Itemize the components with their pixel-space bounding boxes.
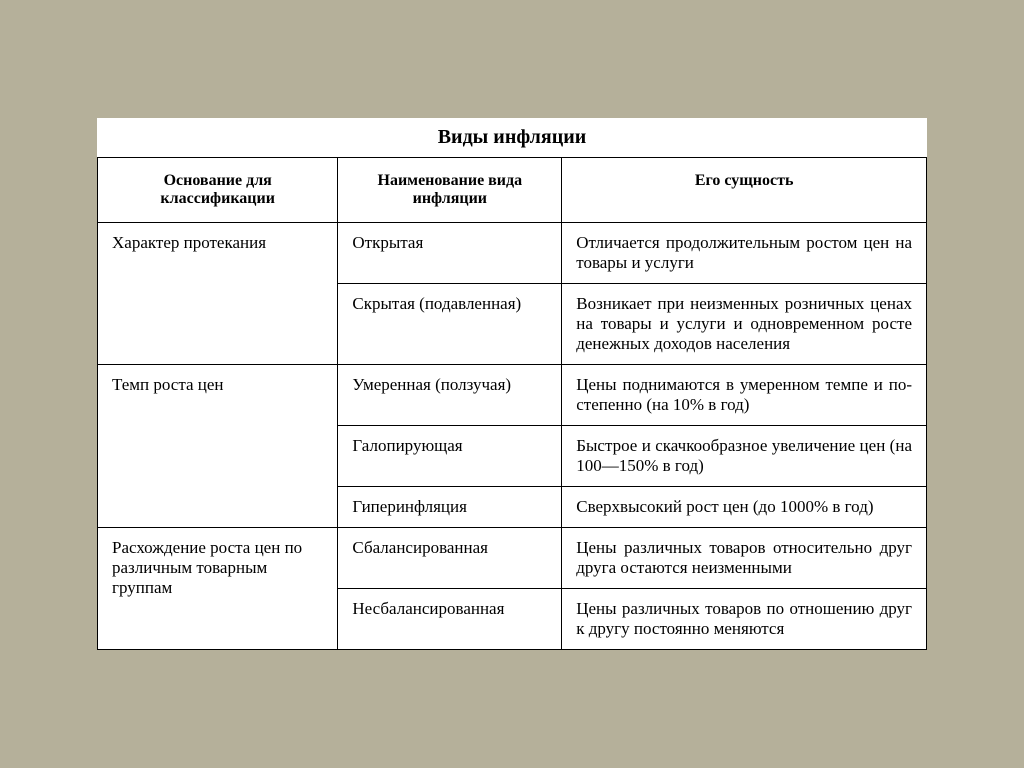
table-row: Темп роста цен Умеренная (ползучая) Цены… [98, 365, 927, 426]
cell-basis: Расхождение роста цен по различным товар… [98, 528, 338, 650]
cell-name: Несбаланси­рованная [338, 589, 562, 650]
table-header-row: Основание для классификации Наименование… [98, 158, 927, 223]
cell-essence: Цены различных това­ров относительно дру… [562, 528, 927, 589]
document-page: Виды инфляции Основание для классификаци… [97, 118, 927, 650]
cell-name: Сбалансиро­ванная [338, 528, 562, 589]
cell-name: Галопирующая [338, 426, 562, 487]
cell-basis: Темп роста цен [98, 365, 338, 528]
cell-essence: Цены поднимаются в умеренном темпе и по­… [562, 365, 927, 426]
cell-name: Гиперинфляция [338, 487, 562, 528]
cell-essence: Сверхвысокий рост цен (до 1000% в год) [562, 487, 927, 528]
cell-name: Умеренная (ползучая) [338, 365, 562, 426]
cell-name: Открытая [338, 223, 562, 284]
cell-basis: Характер протекания [98, 223, 338, 365]
header-name: Наименование вида инфляции [338, 158, 562, 223]
header-essence: Его сущность [562, 158, 927, 223]
cell-essence: Отличается продолжи­тельным ростом цен н… [562, 223, 927, 284]
cell-name: Скрытая (подавленная) [338, 284, 562, 365]
table-row: Характер протекания Открытая Отличается … [98, 223, 927, 284]
inflation-types-table: Основание для классификации Наименование… [97, 157, 927, 650]
table-row: Расхождение роста цен по различным товар… [98, 528, 927, 589]
cell-essence: Быстрое и скачкообраз­ное увеличение цен… [562, 426, 927, 487]
cell-essence: Цены различных това­ров по отношению дру… [562, 589, 927, 650]
header-basis: Основание для классификации [98, 158, 338, 223]
page-title: Виды инфляции [97, 126, 927, 149]
cell-essence: Возникает при неизмен­ных розничных цена… [562, 284, 927, 365]
